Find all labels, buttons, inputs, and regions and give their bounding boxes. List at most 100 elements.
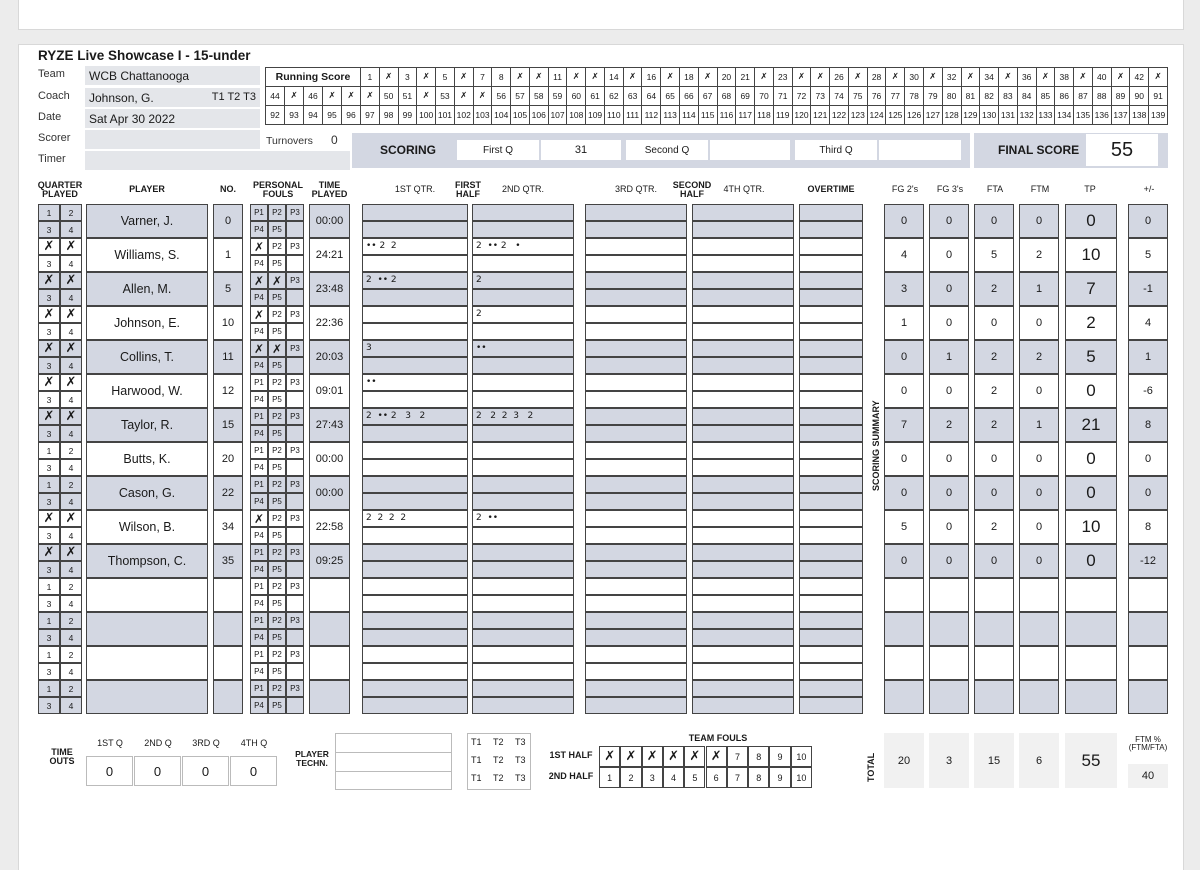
foul-cell-empty[interactable] xyxy=(286,595,304,612)
foul-mark[interactable]: ✗ xyxy=(250,272,268,289)
team-foul-cell[interactable]: 2 xyxy=(620,767,642,788)
running-score-cell[interactable]: 44 xyxy=(265,86,285,106)
quarter-q2-cell[interactable] xyxy=(472,374,574,391)
foul-mark[interactable]: ✗ xyxy=(268,272,286,289)
foul-cell[interactable]: P3 xyxy=(286,204,304,221)
quarter-played-cell[interactable]: 4 xyxy=(60,561,82,578)
running-score-cell[interactable]: 74 xyxy=(829,86,849,106)
foul-cell[interactable]: P4 xyxy=(250,255,268,272)
quarter-q3-cell[interactable] xyxy=(585,578,687,595)
quarter-q2-cell[interactable] xyxy=(472,391,574,408)
quarter-q4-cell[interactable] xyxy=(692,697,794,714)
running-score-cell[interactable]: 93 xyxy=(284,105,304,125)
stat-fta[interactable] xyxy=(974,578,1014,612)
quarter-played-mark[interactable]: ✗ xyxy=(38,374,60,391)
stat-tp[interactable]: 5 xyxy=(1065,340,1117,374)
running-score-cell[interactable]: 46 xyxy=(303,86,323,106)
running-score-cell[interactable]: 82 xyxy=(979,86,1000,106)
running-score-cell[interactable]: 73 xyxy=(810,86,831,106)
foul-cell[interactable]: P1 xyxy=(250,646,268,663)
timeout-value[interactable]: 0 xyxy=(134,756,181,786)
foul-cell[interactable]: P3 xyxy=(286,510,304,527)
stat-ftm[interactable] xyxy=(1019,612,1059,646)
quarter-q4-cell[interactable] xyxy=(692,272,794,289)
quarter-ot-cell[interactable] xyxy=(799,595,863,612)
quarter-q3-cell[interactable] xyxy=(585,238,687,255)
quarter-q4-cell[interactable] xyxy=(692,476,794,493)
foul-cell[interactable]: P4 xyxy=(250,595,268,612)
stat-fg2[interactable]: 0 xyxy=(884,340,924,374)
foul-cell[interactable]: P1 xyxy=(250,680,268,697)
running-score-cell[interactable]: 106 xyxy=(528,105,549,125)
running-score-mark[interactable]: ✗ xyxy=(528,67,549,87)
quarter-q1-cell[interactable] xyxy=(362,204,468,221)
running-score-cell[interactable]: 112 xyxy=(641,105,662,125)
foul-cell-empty[interactable] xyxy=(286,425,304,442)
time-played[interactable]: 22:58 xyxy=(309,510,350,544)
running-score-cell[interactable]: 97 xyxy=(360,105,380,125)
quarter-q4-cell[interactable] xyxy=(692,221,794,238)
running-score-mark[interactable]: ✗ xyxy=(697,67,718,87)
time-played[interactable]: 20:03 xyxy=(309,340,350,374)
stat-fg3[interactable]: 2 xyxy=(929,408,969,442)
foul-cell[interactable]: P4 xyxy=(250,391,268,408)
running-score-mark[interactable]: ✗ xyxy=(922,67,943,87)
foul-cell[interactable]: P4 xyxy=(250,425,268,442)
stat-tp[interactable]: 7 xyxy=(1065,272,1117,306)
running-score-cell[interactable]: 78 xyxy=(904,86,924,106)
time-played[interactable]: 09:01 xyxy=(309,374,350,408)
quarter-q2-cell[interactable] xyxy=(472,680,574,697)
stat-fta[interactable] xyxy=(974,646,1014,680)
player-number[interactable]: 15 xyxy=(213,408,243,442)
running-score-cell[interactable]: 89 xyxy=(1110,86,1131,106)
quarter-q1-cell[interactable] xyxy=(362,374,468,391)
stat-fg3[interactable]: 0 xyxy=(929,510,969,544)
foul-cell[interactable]: P3 xyxy=(286,578,304,595)
quarter-ot-cell[interactable] xyxy=(799,680,863,697)
player-name[interactable]: Harwood, W. xyxy=(86,374,208,408)
team-foul-cell[interactable]: 9 xyxy=(769,767,791,788)
running-score-cell[interactable]: 53 xyxy=(435,86,455,106)
foul-cell[interactable]: P3 xyxy=(286,340,304,357)
stat-fg2[interactable] xyxy=(884,612,924,646)
running-score-cell[interactable]: 90 xyxy=(1129,86,1150,106)
team-foul-mark[interactable]: ✗ xyxy=(641,746,663,767)
player-name[interactable]: Varner, J. xyxy=(86,204,208,238)
quarter-q2-cell[interactable] xyxy=(472,442,574,459)
foul-cell-empty[interactable] xyxy=(286,289,304,306)
quarter-q3-cell[interactable] xyxy=(585,255,687,272)
stat-fg2[interactable]: 0 xyxy=(884,374,924,408)
stat-ftm[interactable]: 1 xyxy=(1019,272,1059,306)
time-played[interactable]: 23:48 xyxy=(309,272,350,306)
quarter-q3-cell[interactable] xyxy=(585,289,687,306)
player-number[interactable] xyxy=(213,646,243,680)
running-score-cell[interactable]: 23 xyxy=(772,67,793,87)
quarter-played-cell[interactable]: 3 xyxy=(38,493,60,510)
quarter-q1-cell[interactable] xyxy=(362,697,468,714)
foul-mark[interactable]: ✗ xyxy=(250,340,268,357)
stat-fta[interactable]: 0 xyxy=(974,476,1014,510)
quarter-played-mark[interactable]: ✗ xyxy=(38,544,60,561)
running-score-mark[interactable]: ✗ xyxy=(791,67,812,87)
foul-cell[interactable]: P2 xyxy=(268,680,286,697)
running-score-mark[interactable]: ✗ xyxy=(960,67,981,87)
foul-cell-empty[interactable] xyxy=(286,255,304,272)
quarter-played-cell[interactable]: 3 xyxy=(38,289,60,306)
stat-fta[interactable]: 2 xyxy=(974,408,1014,442)
running-score-cell[interactable]: 83 xyxy=(998,86,1018,106)
stat-ftm[interactable]: 0 xyxy=(1019,306,1059,340)
quarter-q3-cell[interactable] xyxy=(585,374,687,391)
quarter-played-cell[interactable]: 3 xyxy=(38,255,60,272)
quarter-q1-cell[interactable] xyxy=(362,323,468,340)
player-number[interactable]: 0 xyxy=(213,204,243,238)
quarter-q3-cell[interactable] xyxy=(585,459,687,476)
techn-t-t1[interactable]: T1 xyxy=(471,737,482,747)
player-name[interactable]: Taylor, R. xyxy=(86,408,208,442)
quarter-played-mark[interactable]: ✗ xyxy=(60,510,82,527)
quarter-played-cell[interactable]: 4 xyxy=(60,595,82,612)
quarter-ot-cell[interactable] xyxy=(799,221,863,238)
running-score-mark[interactable]: ✗ xyxy=(360,86,380,106)
quarter-q4-cell[interactable] xyxy=(692,578,794,595)
quarter-q2-cell[interactable] xyxy=(472,340,574,357)
stat-plus-minus[interactable] xyxy=(1128,578,1168,612)
